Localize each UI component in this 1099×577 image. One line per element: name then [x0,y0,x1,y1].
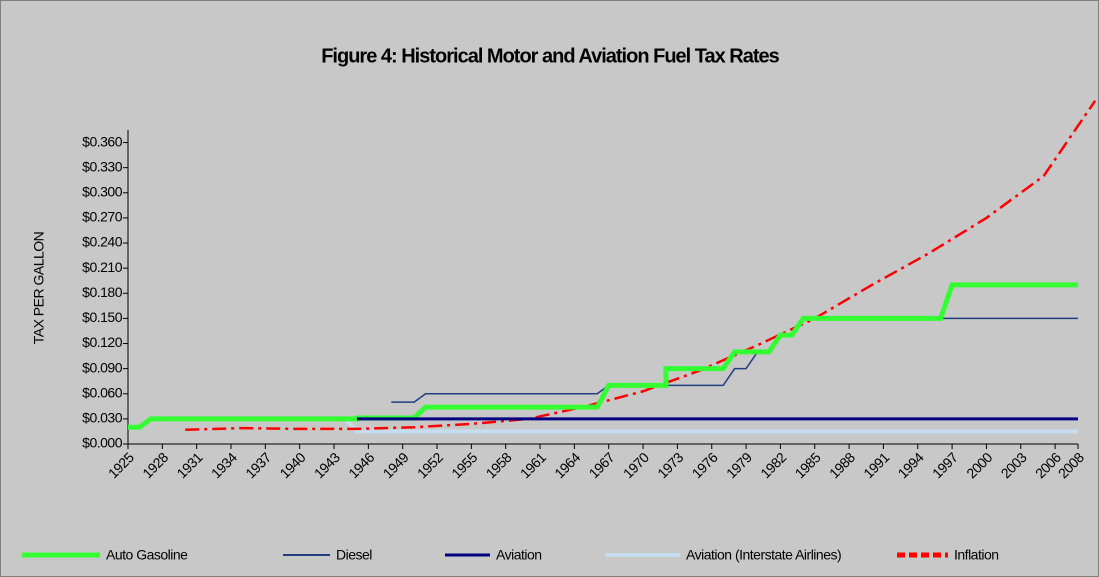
y-tick-label: $0.150 [82,309,123,325]
legend-label: Aviation [496,547,542,563]
legend-label: Diesel [336,547,372,563]
y-tick-label: $0.060 [82,384,123,400]
y-tick-label: $0.000 [82,435,123,451]
y-tick-label: $0.300 [82,184,123,200]
legend-label: Auto Gasoline [106,547,188,563]
series-line [185,99,1097,432]
y-axis-label: TAX PER GALLON [31,232,47,345]
y-tick-label: $0.210 [82,259,123,275]
chart-title: Figure 4: Historical Motor and Aviation … [321,45,779,67]
y-tick-label: $0.090 [82,359,123,375]
y-tick-label: $0.180 [82,284,123,300]
y-tick-label: $0.030 [82,410,123,426]
y-tick-label: $0.120 [82,334,123,350]
legend-label: Aviation (Interstate Airlines) [686,547,841,563]
y-tick-label: $0.360 [82,133,123,149]
y-tick-label: $0.240 [82,234,123,250]
y-tick-label: $0.270 [82,209,123,225]
legend-label: Inflation [954,547,999,563]
y-tick-label: $0.330 [82,158,123,174]
